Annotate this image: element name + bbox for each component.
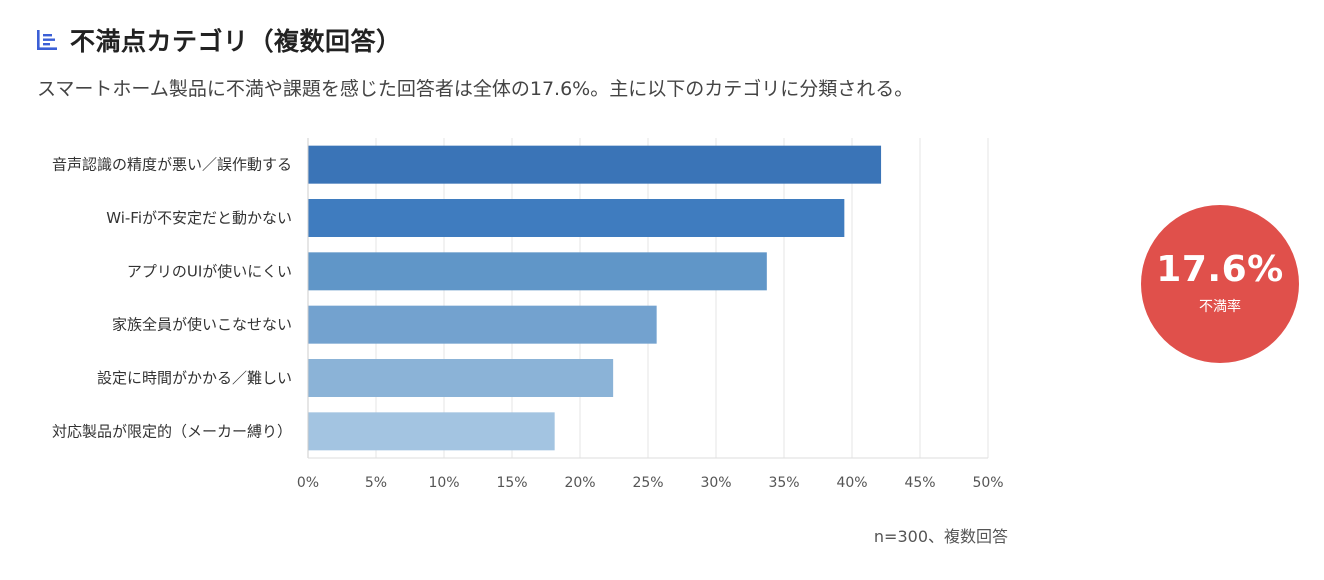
- category-label: 音声認識の精度が悪い／誤作動する: [52, 156, 292, 174]
- sample-note: n=300、複数回答: [873, 527, 1008, 546]
- x-tick-label: 30%: [700, 475, 731, 491]
- page-subtitle: スマートホーム製品に不満や課題を感じた回答者は全体の17.6%。主に以下のカテゴ…: [37, 78, 914, 100]
- kpi-value: 17.6%: [1156, 249, 1284, 290]
- category-label: 設定に時間がかかる／難しい: [97, 369, 292, 387]
- x-tick-label: 35%: [768, 475, 799, 491]
- x-tick-label: 45%: [904, 475, 935, 491]
- bar: [308, 252, 767, 291]
- category-label: 家族全員が使いこなせない: [112, 316, 292, 334]
- bar: [308, 359, 614, 397]
- x-tick-label: 15%: [496, 475, 527, 491]
- x-tick-label: 25%: [632, 475, 663, 491]
- x-tick-label: 0%: [297, 475, 319, 491]
- kpi-label: 不満率: [1199, 299, 1241, 315]
- bar: [308, 412, 555, 451]
- x-tick-label: 40%: [836, 475, 867, 491]
- x-tick-label: 50%: [972, 475, 1003, 491]
- bar-chart-svg: 0% 5% 10% 15% 20% 25% 30% 35% 40% 45% 50% 音声認識の精度が悪…: [52, 138, 1004, 491]
- bar: [308, 305, 657, 344]
- bar-chart: 0% 5% 10% 15% 20% 25% 30% 35% 40% 45% 50% 音声認識の精度が悪…: [0, 120, 1030, 500]
- x-tick-label: 20%: [564, 475, 595, 491]
- dissatisfaction-rate-badge: 17.6% 不満率: [1141, 205, 1299, 363]
- x-tick-label: 5%: [365, 475, 387, 491]
- category-label: アプリのUIが使いにくい: [127, 262, 292, 280]
- chart-header: 不満点カテゴリ（複数回答）: [34, 22, 402, 58]
- bar-chart-icon: [37, 30, 57, 50]
- bar: [308, 199, 845, 237]
- x-tick-label: 10%: [428, 475, 459, 491]
- category-label: 対応製品が限定的（メーカー縛り）: [52, 422, 292, 440]
- bar: [308, 145, 882, 184]
- category-label: Wi-Fiが不安定だと動かない: [106, 209, 292, 227]
- page-title: 不満点カテゴリ（複数回答）: [70, 27, 402, 56]
